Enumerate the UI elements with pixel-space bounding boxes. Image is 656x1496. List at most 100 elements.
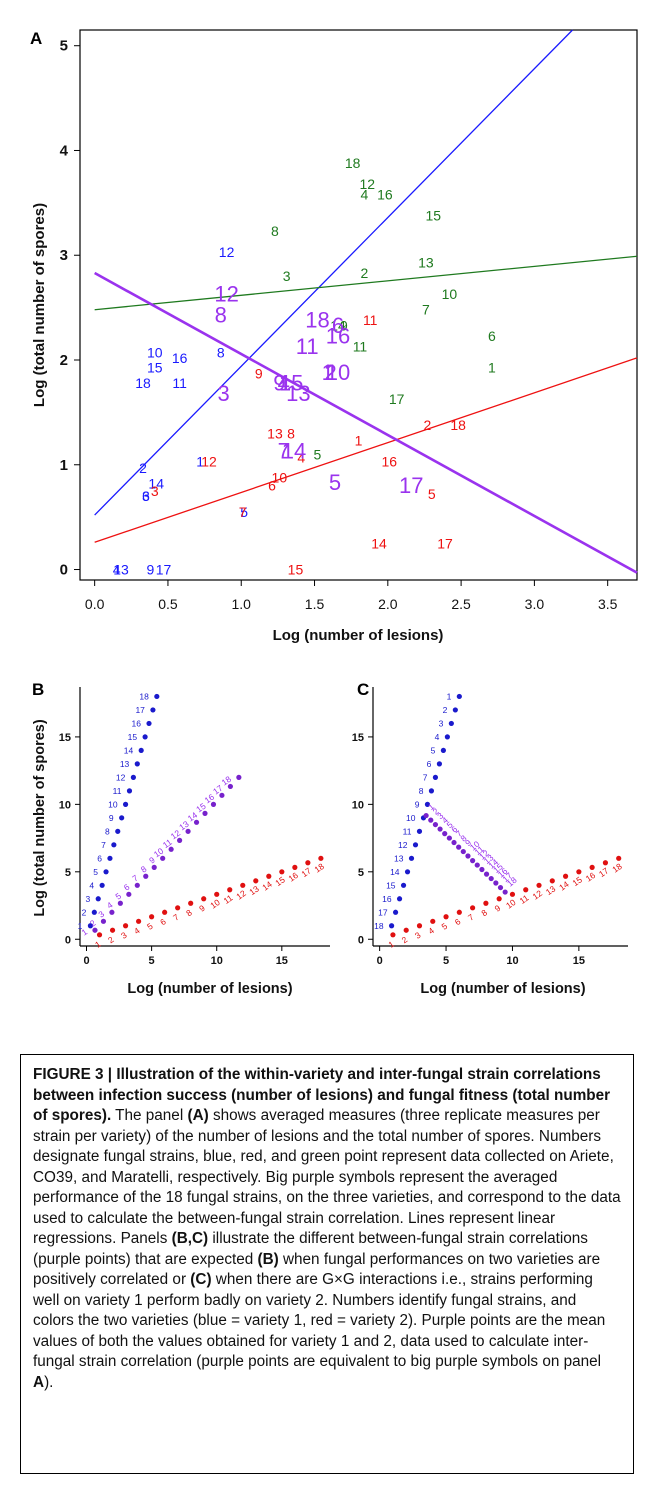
red-label-2: 2 xyxy=(400,934,410,945)
purple-point-1 xyxy=(92,927,98,933)
red-label-9: 9 xyxy=(493,903,503,914)
blue-label-15: 15 xyxy=(128,732,138,742)
x-tick-label: 0 xyxy=(377,955,383,967)
panel-b-y-ticks: 0 5 10 15 xyxy=(59,732,80,946)
blue-label-3: 3 xyxy=(85,894,90,904)
purple-point-4 xyxy=(437,826,443,832)
purple-point-8 xyxy=(456,844,462,850)
x-tick-label: 0 xyxy=(83,955,89,967)
figure-caption: FIGURE 3 | Illustration of the within-va… xyxy=(33,1065,621,1393)
blue-label-11: 11 xyxy=(113,786,122,796)
purple-strain-2: 2 xyxy=(325,360,337,385)
red-point-9 xyxy=(201,896,207,902)
purple-strain-13: 13 xyxy=(286,381,310,406)
blue-point-3 xyxy=(95,896,101,902)
red-label-10: 10 xyxy=(504,897,518,911)
x-tick-label: 15 xyxy=(573,955,585,967)
panel-a: A 12345678910111213141516171812345678910… xyxy=(30,29,638,644)
blue-strain-17: 17 xyxy=(156,562,172,578)
blue-label-4: 4 xyxy=(435,732,440,742)
panel-c-x-axis-label: Log (number of lesions) xyxy=(420,981,585,997)
caption-text: shows averaged measures (three replicate… xyxy=(33,1107,621,1247)
green-strain-12: 12 xyxy=(360,176,376,192)
red-strain-3: 3 xyxy=(151,483,159,499)
purple-point-18 xyxy=(236,774,242,780)
caption-text: The panel xyxy=(111,1107,188,1124)
purple-point-11 xyxy=(470,858,476,864)
red-point-8 xyxy=(188,900,194,906)
y-tick-label: 0 xyxy=(65,934,71,946)
red-label-3: 3 xyxy=(413,930,423,941)
green-strain-2: 2 xyxy=(360,265,368,281)
blue-point-8 xyxy=(115,828,121,834)
purple-point-11 xyxy=(177,837,183,843)
purple-regression-line xyxy=(94,271,638,574)
green-strain-3: 3 xyxy=(283,268,291,284)
red-strain-16: 16 xyxy=(381,454,397,470)
red-point-1 xyxy=(390,932,396,938)
blue-point-9 xyxy=(119,815,125,821)
figure-caption-box: FIGURE 3 | Illustration of the within-va… xyxy=(20,1054,634,1474)
green-strain-13: 13 xyxy=(418,255,434,271)
red-strain-13: 13 xyxy=(267,425,283,441)
x-tick-label: 0.5 xyxy=(158,596,178,612)
purple-strain-5: 5 xyxy=(329,470,341,495)
purple-label-3: 3 xyxy=(96,909,106,920)
blue-point-3 xyxy=(448,720,454,727)
green-strain-16: 16 xyxy=(377,186,393,202)
purple-point-8 xyxy=(151,864,157,870)
panel-b-y-axis-label: Log (total number of spores) xyxy=(32,719,48,917)
purple-point-10 xyxy=(465,853,471,859)
blue-point-17 xyxy=(150,707,156,713)
blue-point-4 xyxy=(99,882,105,888)
red-label-13: 13 xyxy=(247,883,261,897)
red-strain-2: 2 xyxy=(423,417,431,433)
purple-label-6: 6 xyxy=(122,882,132,893)
purple-point-10 xyxy=(168,846,174,852)
blue-strain-16: 16 xyxy=(172,350,188,366)
blue-point-4 xyxy=(444,734,450,740)
red-point-1 xyxy=(96,932,103,938)
blue-label-7: 7 xyxy=(101,840,106,850)
blue-strain-14: 14 xyxy=(148,476,164,492)
blue-label-15: 15 xyxy=(386,880,396,890)
y-tick-label: 3 xyxy=(60,247,68,264)
purple-point-17 xyxy=(227,783,233,790)
purple-label-8: 8 xyxy=(139,864,149,875)
green-strain-18: 18 xyxy=(345,155,361,171)
blue-label-1: 1 xyxy=(447,691,452,701)
panel-a-plot-frame xyxy=(79,29,638,581)
panel-a-x-axis-label: Log (number of lesions) xyxy=(273,627,444,644)
blue-label-5: 5 xyxy=(431,745,436,755)
x-tick-label: 15 xyxy=(276,955,288,967)
purple-point-17 xyxy=(497,884,504,891)
red-label-18: 18 xyxy=(610,861,624,875)
red-strain-12: 12 xyxy=(201,454,217,470)
red-point-11 xyxy=(523,887,529,893)
purple-point-1 xyxy=(423,812,429,819)
red-label-5: 5 xyxy=(440,921,450,932)
purple-strain-7: 7 xyxy=(278,439,290,464)
blue-point-15 xyxy=(400,882,407,888)
blue-point-1 xyxy=(456,693,462,700)
blue-point-18 xyxy=(388,923,395,929)
blue-label-11: 11 xyxy=(403,826,412,836)
blue-strain-2: 2 xyxy=(139,460,147,476)
y-tick-label: 10 xyxy=(352,799,364,811)
blue-point-17 xyxy=(392,909,399,915)
x-tick-label: 0.0 xyxy=(85,596,105,612)
caption-ref: (B,C) xyxy=(171,1230,209,1247)
x-tick-label: 2.5 xyxy=(451,596,471,612)
purple-label-9: 9 xyxy=(147,855,157,866)
red-strain-11: 11 xyxy=(363,312,378,328)
blue-point-2 xyxy=(91,909,97,915)
purple-label-9: 9 xyxy=(463,837,473,848)
purple-strain-17: 17 xyxy=(399,473,423,498)
blue-label-6: 6 xyxy=(97,853,102,863)
blue-point-13 xyxy=(408,855,415,861)
red-point-3 xyxy=(122,923,129,929)
red-label-16: 16 xyxy=(286,870,300,884)
